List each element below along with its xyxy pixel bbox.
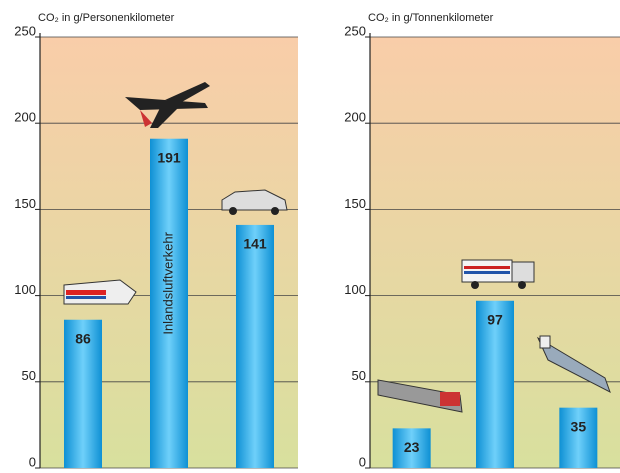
chart: 050100150200250CO₂ in g/Personenkilomete… xyxy=(0,0,620,473)
y-tick-label: 100 xyxy=(344,282,366,297)
value-label: 23 xyxy=(404,439,420,455)
y-tick-label: 100 xyxy=(14,282,36,297)
train-icon xyxy=(64,280,136,304)
y-tick-label: 250 xyxy=(14,23,36,38)
value-label: 97 xyxy=(487,311,503,327)
bar xyxy=(236,225,274,468)
value-label: 35 xyxy=(571,418,587,434)
value-label: 86 xyxy=(75,330,91,346)
value-label: 191 xyxy=(157,149,181,165)
annotation: Inlandsluftverkehr xyxy=(160,231,175,334)
y-tick-label: 0 xyxy=(359,454,366,469)
axis-title: CO₂ in g/Personenkilometer xyxy=(38,12,175,24)
y-tick-label: 250 xyxy=(344,23,366,38)
y-tick-label: 150 xyxy=(14,196,36,211)
y-tick-label: 50 xyxy=(22,368,36,383)
y-tick-label: 0 xyxy=(29,454,36,469)
y-tick-label: 200 xyxy=(344,110,366,125)
bar xyxy=(559,408,597,468)
y-tick-label: 50 xyxy=(352,368,366,383)
y-tick-label: 150 xyxy=(344,196,366,211)
y-tick-label: 200 xyxy=(14,110,36,125)
axis-title: CO₂ in g/Tonnenkilometer xyxy=(368,12,494,24)
value-label: 141 xyxy=(243,236,267,252)
